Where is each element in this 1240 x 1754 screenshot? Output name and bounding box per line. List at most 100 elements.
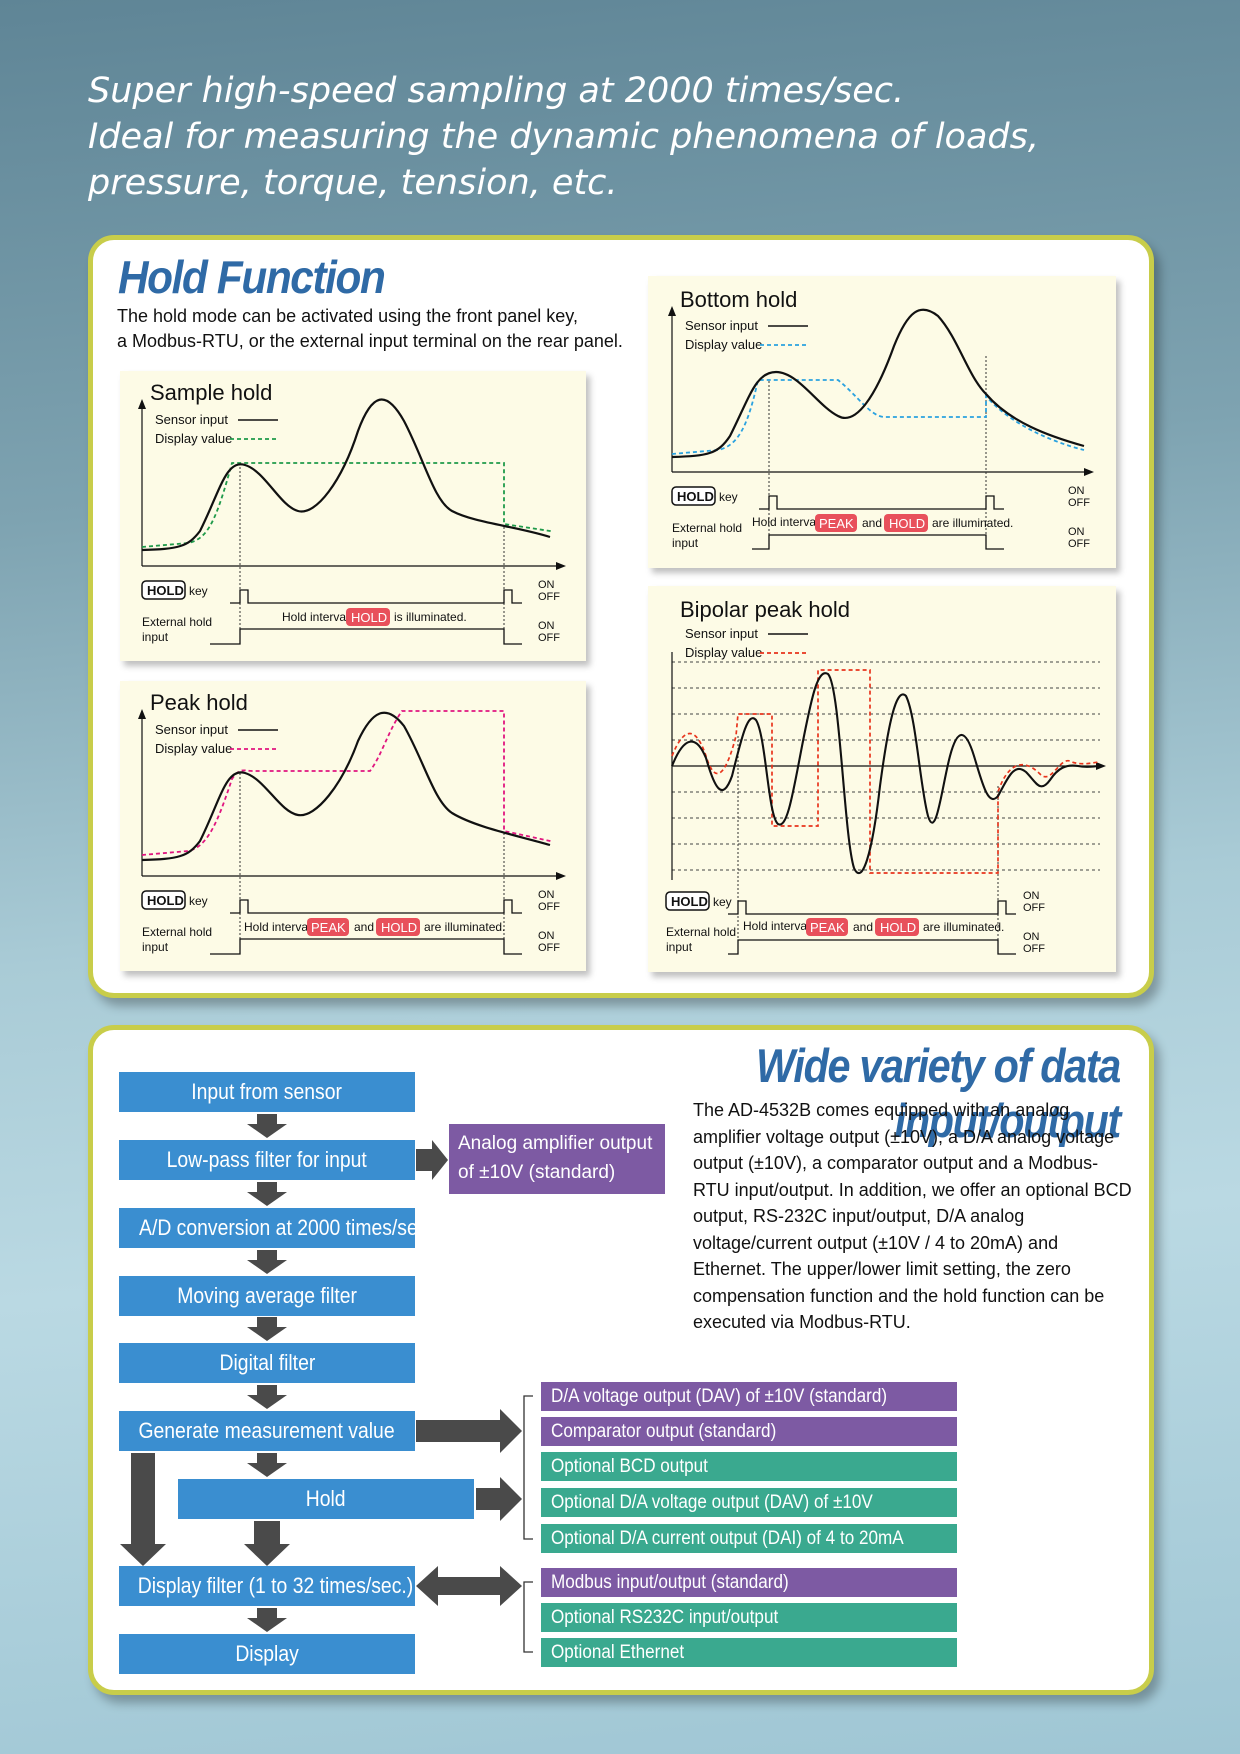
hold-badge-text: HOLD — [381, 920, 417, 935]
key-label: key — [719, 490, 738, 504]
on-label: ON — [538, 620, 555, 632]
input-label: input — [672, 536, 699, 550]
legend-display-value: Display value — [155, 431, 232, 446]
external-hold-signal — [752, 534, 1004, 550]
key-label: key — [189, 894, 208, 908]
x-axis-arrow — [556, 562, 566, 570]
hold-interval-label: Hold interval: — [244, 920, 314, 934]
arrow-down-icon — [247, 1250, 287, 1274]
off-label: OFF — [1068, 497, 1090, 509]
flow-moving-average-filter: Moving average filter — [119, 1276, 415, 1316]
external-hold-label: External hold — [142, 615, 212, 629]
peak-hold-chart: Peak hold Sensor input Display value HOL… — [120, 681, 586, 971]
flow-ad-conversion: A/D conversion at 2000 times/sec. — [119, 1208, 433, 1248]
arrow-down-icon — [247, 1385, 287, 1409]
comms-modbus-standard: Modbus input/output (standard) — [541, 1568, 957, 1597]
external-hold-label: External hold — [142, 925, 212, 939]
bottom-hold-chart: Bottom hold Sensor input Display value H… — [648, 276, 1116, 568]
are-illuminated-label: are illuminated. — [923, 920, 1004, 934]
x-axis-arrow — [1096, 762, 1106, 770]
off-label: OFF — [538, 632, 560, 644]
sensor-input-curve — [671, 672, 1101, 875]
hold-badge-text: HOLD — [889, 516, 925, 531]
legend-sensor-input: Sensor input — [685, 318, 758, 333]
hold-key-label: HOLD — [677, 489, 714, 504]
arrow-down-icon — [247, 1608, 287, 1632]
peak-badge-text: PEAK — [819, 516, 854, 531]
comms-optional-ethernet: Optional Ethernet — [541, 1638, 957, 1667]
legend-sensor-input: Sensor input — [685, 626, 758, 641]
input-label: input — [666, 940, 693, 954]
arrow-right-icon — [476, 1477, 522, 1521]
are-illuminated-label: are illuminated. — [932, 516, 1013, 530]
peak-badge-text: PEAK — [810, 920, 845, 935]
display-value-curve — [141, 462, 554, 548]
legend-sensor-input: Sensor input — [155, 412, 228, 427]
arrow-down-icon — [247, 1182, 287, 1206]
bipolar-peak-hold-svg: Bipolar peak hold Sensor input Display v… — [665, 597, 1106, 955]
peak-badge — [806, 918, 848, 936]
output-bracket — [523, 1395, 533, 1540]
on-label: ON — [1068, 526, 1085, 538]
flow-display: Display — [119, 1634, 415, 1674]
sensor-input-curve — [671, 308, 1085, 459]
on-label: ON — [1023, 931, 1040, 943]
peak-hold-title: Peak hold — [150, 690, 248, 715]
bidirectional-arrow-icon — [416, 1566, 522, 1606]
analog-amplifier-output-box: Analog amplifier output of ±10V (standar… — [449, 1124, 665, 1194]
arrow-down-icon — [247, 1317, 287, 1341]
external-hold-signal — [728, 939, 1016, 955]
and-label: and — [862, 516, 882, 530]
arrow-down-icon — [247, 1114, 287, 1138]
hold-badge — [346, 608, 390, 626]
off-label: OFF — [1068, 538, 1090, 550]
y-axis-arrow — [668, 306, 676, 316]
peak-hold-svg: Peak hold Sensor input Display value HOL… — [138, 690, 566, 955]
arrow-down-icon — [244, 1521, 290, 1566]
hold-badge-text: HOLD — [880, 920, 916, 935]
hold-desc-line-1: The hold mode can be activated using the… — [117, 306, 578, 326]
input-label: input — [142, 940, 169, 954]
data-io-description: The AD-4532B comes equipped with an anal… — [693, 1100, 1132, 1332]
hold-badge — [875, 918, 919, 936]
sensor-input-curve — [141, 711, 551, 862]
hold-badge — [884, 514, 928, 532]
data-io-title: Wide variety of data input/output — [756, 1039, 1121, 1147]
flow-hold: Hold — [178, 1479, 474, 1519]
hold-badge — [376, 918, 420, 936]
sample-hold-svg: Sample hold Sensor input Display value H… — [138, 380, 566, 645]
peak-badge — [307, 918, 349, 936]
x-axis-arrow — [1084, 468, 1094, 476]
y-axis-arrow — [138, 399, 146, 409]
flow-display-filter: Display filter (1 to 32 times/sec.) — [119, 1566, 415, 1606]
external-hold-label: External hold — [672, 521, 742, 535]
display-value-curve — [671, 379, 1085, 455]
off-label: OFF — [1023, 943, 1045, 955]
hold-desc-line-2: a Modbus-RTU, or the external input term… — [117, 331, 623, 351]
hold-interval-label: Hold interval: — [743, 919, 813, 933]
display-value-curve — [141, 710, 554, 856]
hold-key-signal — [728, 900, 1016, 915]
off-label: OFF — [538, 591, 560, 603]
on-label: ON — [538, 889, 555, 901]
on-label: ON — [1068, 485, 1085, 497]
sample-hold-chart: Sample hold Sensor input Display value H… — [120, 371, 586, 661]
bipolar-peak-hold-title: Bipolar peak hold — [680, 597, 850, 622]
headline-line-2: Ideal for measuring the dynamic phenomen… — [88, 117, 1039, 157]
x-axis-arrow — [556, 872, 566, 880]
legend-display-value: Display value — [685, 337, 762, 352]
external-hold-signal — [210, 938, 522, 955]
output-optional-dav: Optional D/A voltage output (DAV) of ±10… — [541, 1488, 957, 1517]
output-optional-dai: Optional D/A current output (DAI) of 4 t… — [541, 1524, 957, 1553]
sensor-input-curve — [141, 398, 551, 552]
off-label: OFF — [538, 942, 560, 954]
hold-function-title: Hold Function — [118, 251, 386, 303]
legend-sensor-input: Sensor input — [155, 722, 228, 737]
flow-input-from-sensor: Input from sensor — [119, 1072, 415, 1112]
and-label: and — [354, 920, 374, 934]
on-label: ON — [1023, 890, 1040, 902]
headline-line-3: pressure, torque, tension, etc. — [88, 163, 618, 203]
on-label: ON — [538, 579, 555, 591]
output-optional-bcd: Optional BCD output — [541, 1452, 957, 1481]
